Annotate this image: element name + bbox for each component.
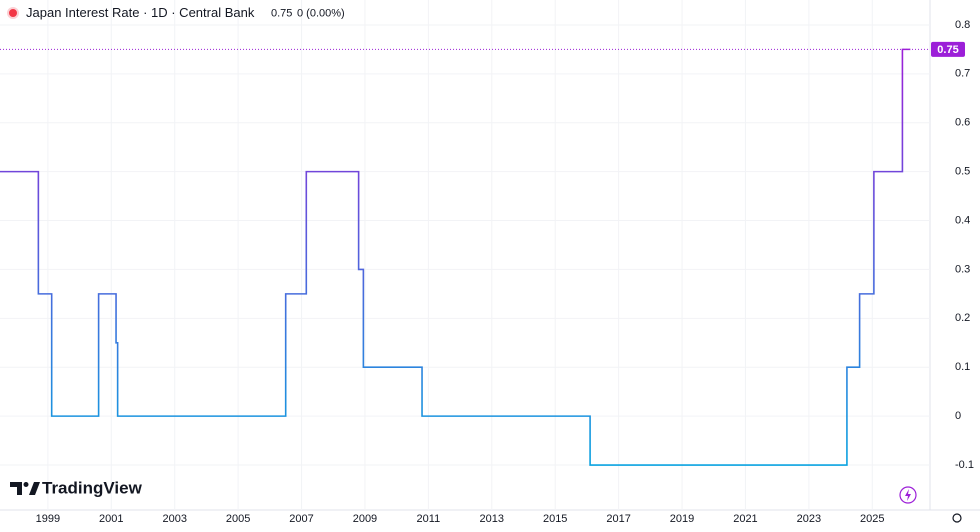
x-tick-label: 2003 [162,513,186,525]
x-tick-label: 2011 [417,513,441,525]
status-dot [7,7,19,19]
icon[interactable] [899,486,917,504]
brand: TradingView [42,478,143,497]
last-value-badge [931,41,965,57]
logo: TradingView [10,478,143,497]
y-tick-label: 0.2 [955,312,970,324]
y-tick-label: 0 [955,410,961,422]
y-tick-label: 0.4 [955,214,970,226]
settings-icon[interactable] [952,513,962,523]
x-tick-label: 2005 [226,513,250,525]
x-tick-label: 2013 [480,513,504,525]
x-tick-label: 2015 [543,513,567,525]
series-line [0,48,911,466]
x-tick-label: 2007 [289,513,313,525]
x-tick-label: 2019 [670,513,694,525]
y-tick-label: 0.8 [955,19,970,31]
header-value: 0.75 [271,7,292,19]
x-tick-label: 2001 [99,513,123,525]
y-tick-label: -0.1 [955,459,974,471]
x-tick-label: 2021 [733,513,757,525]
x-tick-label: 2023 [797,513,821,525]
x-tick-label: 2009 [353,513,377,525]
last-value-label: 0.75 [937,44,958,56]
chart-title: Japan Interest Rate · 1D · Central Bank [26,5,255,20]
x-tick-label: 1999 [36,513,60,525]
y-tick-label: 0.6 [955,117,970,129]
icon[interactable] [905,489,911,501]
y-tick-label: 0.5 [955,166,970,178]
y-tick-label: 0.1 [955,361,970,373]
header-change: 0 (0.00%) [297,7,345,19]
x-tick-label: 2017 [606,513,630,525]
x-tick-label: 2025 [860,513,884,525]
y-tick-label: 0.3 [955,263,970,275]
y-tick-label: 0.7 [955,68,970,80]
